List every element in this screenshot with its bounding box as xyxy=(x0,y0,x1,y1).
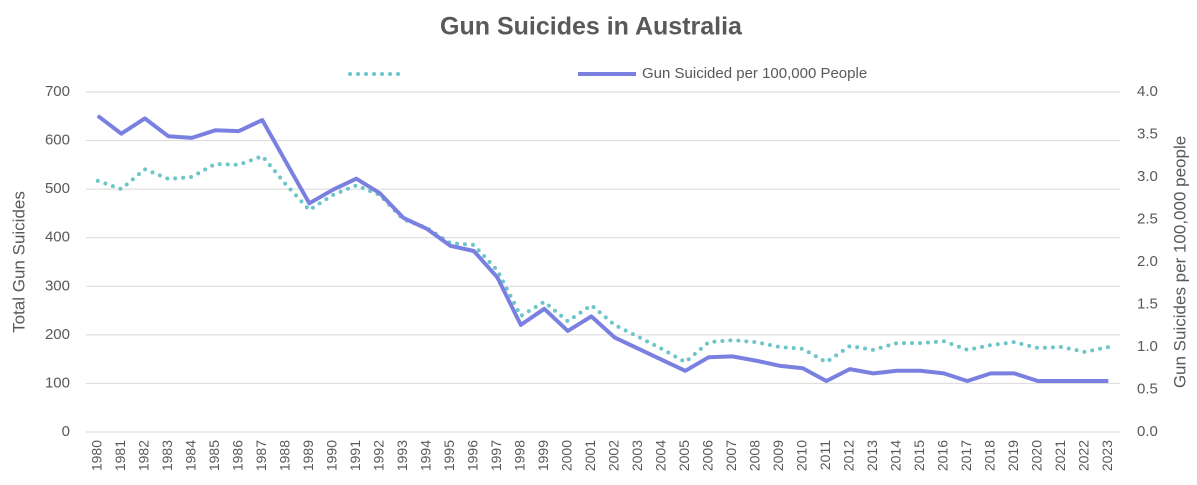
x-tick-label: 2022 xyxy=(1075,440,1091,471)
x-tick-label: 2020 xyxy=(1028,440,1044,471)
y2-tick-label: 0.5 xyxy=(1137,380,1158,397)
x-tick-label: 1998 xyxy=(511,440,527,471)
chart-title: Gun Suicides in Australia xyxy=(440,13,743,41)
x-tick-label: 1985 xyxy=(206,440,222,471)
y-axis-label: Total Gun Suicides xyxy=(9,191,28,333)
y-tick-label: 200 xyxy=(45,326,70,343)
x-tick-label: 1981 xyxy=(112,440,128,471)
x-tick-label: 1994 xyxy=(417,440,433,471)
x-tick-label: 2021 xyxy=(1052,440,1068,471)
x-tick-label: 1986 xyxy=(229,440,245,471)
x-tick-label: 1980 xyxy=(88,440,104,471)
y-tick-label: 100 xyxy=(45,374,70,391)
x-tick-label: 1997 xyxy=(488,440,504,471)
y-tick-label: 700 xyxy=(45,83,70,100)
x-tick-label: 2012 xyxy=(840,440,856,471)
x-tick-label: 2013 xyxy=(864,440,880,471)
x-tick-label: 2007 xyxy=(723,440,739,471)
x-tick-label: 1995 xyxy=(441,440,457,471)
x-tick-label: 1984 xyxy=(182,440,198,471)
x-tick-label: 1993 xyxy=(394,440,410,471)
x-tick-label: 2003 xyxy=(629,440,645,471)
x-tick-label: 2014 xyxy=(887,440,903,471)
x-tick-label: 2008 xyxy=(746,440,762,471)
y2-tick-label: 0.0 xyxy=(1137,423,1158,440)
y-tick-label: 500 xyxy=(45,180,70,197)
x-tick-label: 2004 xyxy=(652,440,668,471)
x-tick-label: 1987 xyxy=(253,440,269,471)
y2-tick-label: 4.0 xyxy=(1137,83,1158,100)
x-tick-label: 2006 xyxy=(699,440,715,471)
y2-tick-label: 2.0 xyxy=(1137,253,1158,270)
x-tick-label: 1999 xyxy=(535,440,551,471)
x-tick-label: 1988 xyxy=(276,440,292,471)
y2-tick-label: 3.0 xyxy=(1137,168,1158,185)
x-tick-label: 2002 xyxy=(605,440,621,471)
x-tick-label: 1991 xyxy=(347,440,363,471)
x-tick-label: 2016 xyxy=(934,440,950,471)
y-tick-label: 400 xyxy=(45,229,70,246)
x-tick-label: 1992 xyxy=(370,440,386,471)
y2-tick-label: 2.5 xyxy=(1137,210,1158,227)
x-tick-label: 2011 xyxy=(817,440,833,470)
series-line xyxy=(95,153,1111,365)
x-tick-label: 1982 xyxy=(135,440,151,471)
x-tick-label: 1989 xyxy=(300,440,316,471)
x-tick-label: 1990 xyxy=(323,440,339,471)
y-tick-label: 300 xyxy=(45,277,70,294)
x-tick-label: 2015 xyxy=(911,440,927,471)
x-tick-label: 2000 xyxy=(558,440,574,471)
x-tick-label: 2017 xyxy=(958,440,974,471)
y2-tick-label: 1.5 xyxy=(1137,295,1158,312)
x-tick-label: 1996 xyxy=(464,440,480,471)
x-tick-label: 1983 xyxy=(159,440,175,471)
y-tick-label: 0 xyxy=(62,423,70,440)
x-tick-label: 2023 xyxy=(1099,440,1115,471)
x-tick-label: 2005 xyxy=(676,440,692,471)
x-tick-label: 2001 xyxy=(582,440,598,471)
y2-axis-label: Gun Suicides per 100,000 people xyxy=(1170,136,1189,388)
y-tick-label: 600 xyxy=(45,132,70,149)
x-tick-label: 2009 xyxy=(770,440,786,471)
legend-label: Gun Suicided per 100,000 People xyxy=(642,65,867,82)
series-line xyxy=(96,114,1109,383)
x-tick-label: 2010 xyxy=(793,440,809,471)
y2-tick-label: 1.0 xyxy=(1137,338,1158,355)
x-tick-label: 2019 xyxy=(1005,440,1021,471)
y2-tick-label: 3.5 xyxy=(1137,125,1158,142)
x-tick-label: 2018 xyxy=(981,440,997,471)
